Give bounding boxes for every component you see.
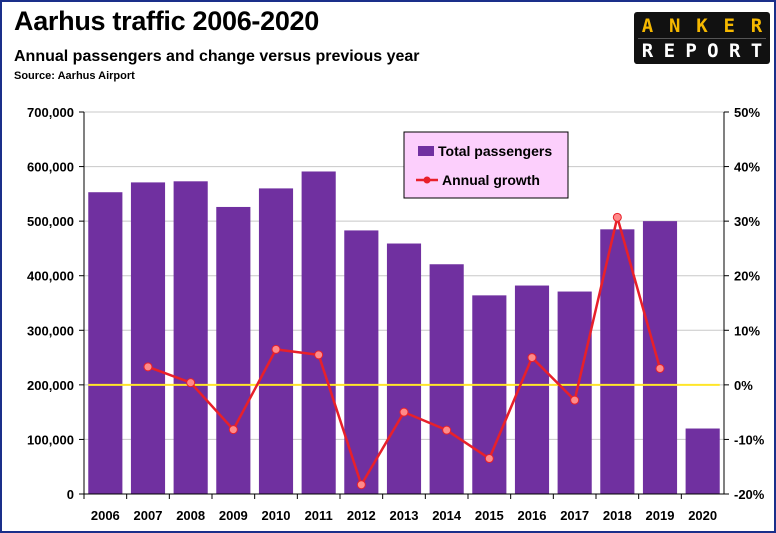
growth-point-2016 bbox=[527, 353, 537, 363]
logo-line2-letter: O bbox=[707, 40, 719, 62]
left-tick-label: 500,000 bbox=[27, 214, 74, 229]
x-tick-label: 2008 bbox=[176, 508, 205, 523]
bar-2018 bbox=[600, 229, 635, 495]
x-tick-label: 2007 bbox=[134, 508, 163, 523]
logo-line2-letter: R bbox=[728, 40, 741, 62]
growth-point-2010 bbox=[271, 344, 281, 354]
right-tick-label: 50% bbox=[734, 105, 760, 120]
left-tick-label: 100,000 bbox=[27, 432, 74, 447]
bar-2009 bbox=[216, 206, 251, 494]
x-tick-label: 2018 bbox=[603, 508, 632, 523]
x-tick-label: 2006 bbox=[91, 508, 120, 523]
left-tick-label: 200,000 bbox=[27, 378, 74, 393]
x-tick-label: 2009 bbox=[219, 508, 248, 523]
growth-point-2011 bbox=[314, 350, 324, 360]
logo-line2-letter: E bbox=[663, 40, 676, 62]
x-tick-label: 2011 bbox=[305, 508, 333, 523]
x-tick-label: 2010 bbox=[262, 508, 291, 523]
growth-point-2015 bbox=[484, 454, 494, 464]
growth-point-2009 bbox=[228, 425, 238, 435]
legend-swatch-growth-marker bbox=[423, 176, 431, 184]
growth-point-2008 bbox=[186, 378, 196, 388]
right-tick-label: 0% bbox=[734, 378, 753, 393]
bar-2013 bbox=[386, 243, 422, 494]
bar-2006 bbox=[88, 192, 123, 494]
logo-line2-letter: T bbox=[750, 40, 763, 62]
x-tick-label: 2019 bbox=[646, 508, 675, 523]
bar-2008 bbox=[173, 181, 208, 494]
chart-source: Source: Aarhus Airport bbox=[14, 70, 135, 82]
legend-label-total-passengers: Total passengers bbox=[438, 143, 552, 159]
bar-2010 bbox=[258, 188, 294, 494]
growth-point-2014 bbox=[442, 425, 452, 435]
growth-point-2017 bbox=[570, 395, 580, 405]
bar-2012 bbox=[344, 230, 379, 495]
left-tick-label: 300,000 bbox=[27, 323, 74, 338]
left-tick-label: 400,000 bbox=[27, 269, 74, 284]
x-tick-label: 2012 bbox=[347, 508, 376, 523]
x-tick-label: 2014 bbox=[432, 508, 462, 523]
logo-line1-letter: E bbox=[723, 15, 735, 37]
bar-2019 bbox=[642, 221, 678, 494]
chart-subtitle: Annual passengers and change versus prev… bbox=[14, 48, 420, 65]
x-tick-label: 2013 bbox=[390, 508, 419, 523]
left-tick-label: 0 bbox=[67, 487, 74, 502]
bar-2015 bbox=[472, 295, 507, 494]
bar-2007 bbox=[130, 182, 166, 494]
left-tick-label: 700,000 bbox=[27, 105, 74, 120]
growth-point-2013 bbox=[399, 407, 409, 417]
right-tick-label: -10% bbox=[734, 432, 765, 447]
left-tick-label: 600,000 bbox=[27, 160, 74, 175]
bar-2017 bbox=[557, 291, 592, 494]
x-tick-label: 2015 bbox=[475, 508, 504, 523]
logo-line2-letter: P bbox=[685, 40, 697, 62]
logo-line1-letter: A bbox=[641, 15, 654, 37]
logo-line1-letter: K bbox=[696, 15, 708, 37]
bar-2016 bbox=[514, 285, 550, 494]
legend-label-annual-growth: Annual growth bbox=[442, 172, 540, 188]
right-tick-label: 20% bbox=[734, 269, 760, 284]
legend-swatch-bars bbox=[418, 146, 434, 156]
legend-box bbox=[403, 131, 569, 199]
right-tick-label: -20% bbox=[734, 487, 765, 502]
chart-title: Aarhus traffic 2006-2020 bbox=[14, 6, 319, 36]
logo-line1-letter: R bbox=[750, 15, 763, 37]
growth-point-2018 bbox=[612, 212, 622, 222]
right-tick-label: 30% bbox=[734, 214, 760, 229]
x-tick-label: 2016 bbox=[518, 508, 547, 523]
bar-2011 bbox=[301, 171, 336, 495]
logo-line1-letter: N bbox=[669, 15, 681, 37]
right-tick-label: 10% bbox=[734, 323, 760, 338]
x-tick-label: 2020 bbox=[688, 508, 717, 523]
growth-point-2019 bbox=[655, 363, 665, 373]
bar-2020 bbox=[685, 428, 720, 494]
growth-point-2007 bbox=[143, 362, 153, 372]
right-tick-label: 40% bbox=[734, 160, 760, 175]
growth-point-2012 bbox=[356, 480, 366, 490]
logo-line2-letter: R bbox=[641, 40, 654, 62]
x-tick-label: 2017 bbox=[560, 508, 589, 523]
logo-divider bbox=[638, 38, 766, 39]
bar-2014 bbox=[429, 264, 464, 494]
